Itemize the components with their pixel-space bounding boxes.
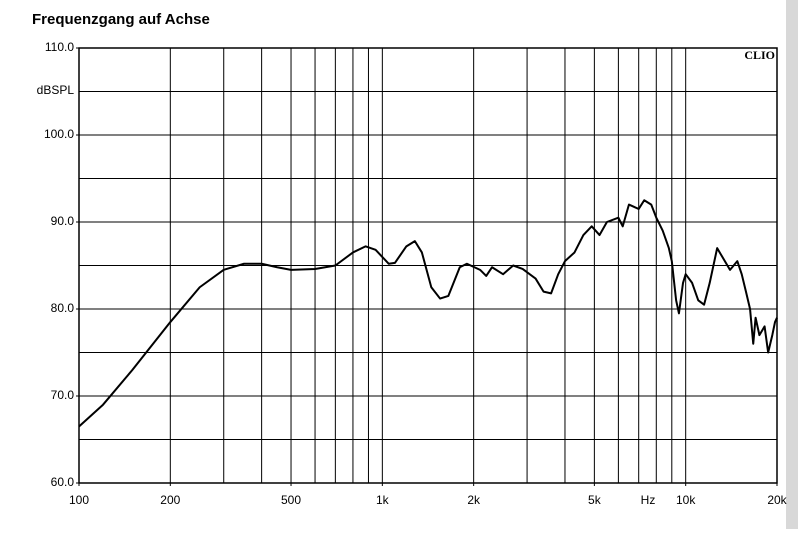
x-tick-label: 2k (467, 493, 481, 507)
x-tick-label: 100 (69, 493, 89, 507)
y-tick-label: 60.0 (51, 475, 75, 489)
y-tick-label: 110.0 (45, 40, 74, 54)
chart-title: Frequenzgang auf Achse (32, 11, 210, 28)
y-unit: dBSPL (37, 83, 75, 97)
side-strip (786, 0, 798, 529)
x-unit: Hz (641, 493, 656, 507)
y-tick-label: 70.0 (51, 388, 75, 402)
x-tick-label: 500 (281, 493, 301, 507)
x-tick-label: 200 (160, 493, 180, 507)
y-tick-label: 100.0 (44, 127, 74, 141)
x-tick-label: 20k (767, 493, 787, 507)
x-tick-label: 5k (588, 493, 602, 507)
response-line (78, 199, 778, 428)
x-tick-label: 1k (376, 493, 390, 507)
y-tick-label: 90.0 (51, 214, 75, 228)
x-tick-label: 10k (676, 493, 696, 507)
plot-frame (78, 47, 778, 484)
y-tick-label: 80.0 (51, 301, 75, 315)
annotation: CLIO (744, 48, 775, 62)
